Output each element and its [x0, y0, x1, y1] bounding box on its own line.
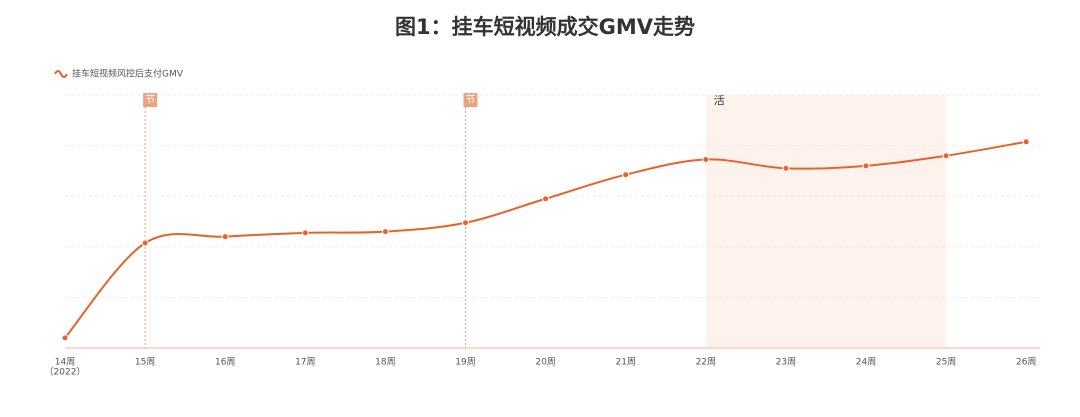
point: [542, 195, 550, 203]
point: [141, 239, 149, 247]
x-tick-label: 19周: [455, 357, 475, 368]
x-note: （2022）: [45, 367, 86, 378]
point: [462, 219, 469, 227]
x-tick-label: 14周: [55, 357, 75, 368]
event-label: 节: [145, 94, 155, 106]
point: [1022, 138, 1030, 146]
x-tick-label: 23周: [776, 357, 796, 368]
shaded-label: 活: [714, 94, 725, 107]
x-tick-label: 22周: [696, 357, 716, 368]
point: [702, 156, 710, 164]
event-tag: [143, 93, 158, 107]
x-tick-label: 16周: [215, 357, 235, 368]
x-tick-label: 18周: [375, 357, 395, 368]
x-tick-label: 26周: [1016, 357, 1036, 368]
event-tag: [463, 93, 478, 107]
chart-title: 图1：挂车短视频成交GMV走势: [395, 15, 695, 39]
x-tick-label: 24周: [856, 357, 876, 368]
point: [61, 334, 69, 342]
x-tick-label: 20周: [535, 357, 555, 368]
shaded-range: [705, 95, 947, 348]
x-tick-label: 15周: [135, 357, 155, 368]
point: [862, 162, 870, 170]
legend-swatch: [54, 70, 68, 78]
point: [942, 152, 950, 160]
x-tick-label: 17周: [295, 357, 315, 368]
x-tick-label: 25周: [936, 357, 956, 368]
legend-label: 挂车短视频风控后支付GMV: [72, 68, 184, 80]
point: [622, 171, 630, 179]
point: [301, 229, 309, 237]
point: [381, 228, 389, 236]
x-tick-label: 21周: [615, 357, 635, 368]
point: [221, 233, 229, 241]
event-label: 节: [466, 94, 476, 106]
point: [782, 164, 790, 172]
